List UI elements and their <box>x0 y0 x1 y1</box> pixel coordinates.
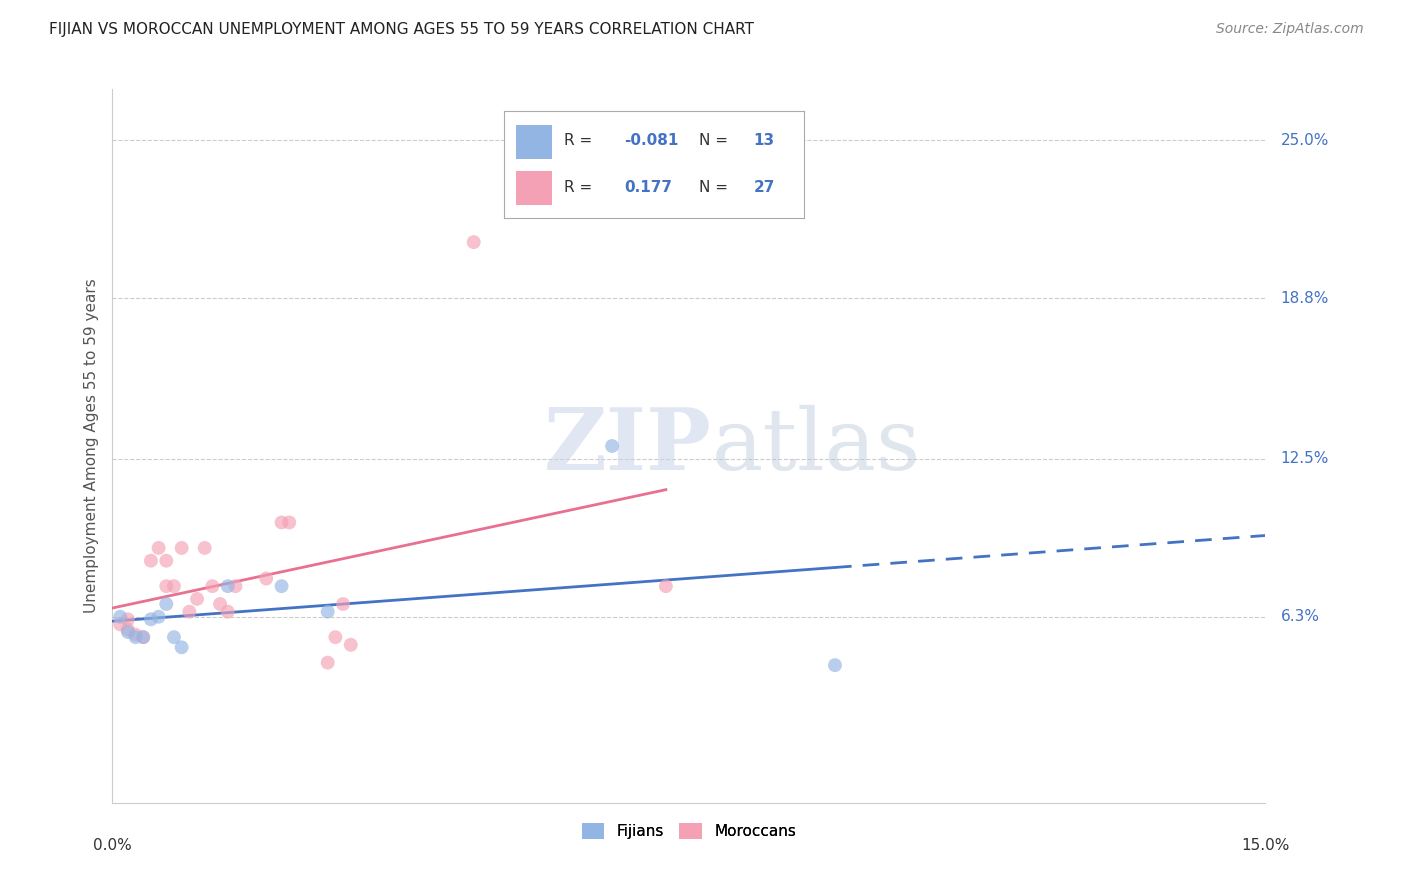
Point <box>132 630 155 644</box>
Point <box>463 235 485 249</box>
Point <box>148 541 170 555</box>
Point <box>117 623 139 637</box>
Point <box>186 591 208 606</box>
Point <box>117 612 139 626</box>
Point <box>224 579 246 593</box>
Point <box>824 658 846 673</box>
Point <box>163 579 186 593</box>
Point <box>155 554 177 568</box>
Point <box>332 597 354 611</box>
Text: Source: ZipAtlas.com: Source: ZipAtlas.com <box>1216 22 1364 37</box>
Point <box>170 640 193 655</box>
Text: atlas: atlas <box>711 404 921 488</box>
Point <box>316 605 339 619</box>
Point <box>148 609 170 624</box>
Point <box>124 627 146 641</box>
Point <box>163 630 186 644</box>
Y-axis label: Unemployment Among Ages 55 to 59 years: Unemployment Among Ages 55 to 59 years <box>83 278 98 614</box>
Point <box>117 625 139 640</box>
Point <box>108 617 131 632</box>
Point <box>270 579 292 593</box>
Point <box>170 541 193 555</box>
Point <box>139 554 162 568</box>
Point <box>270 516 292 530</box>
Point <box>254 572 277 586</box>
Point <box>179 605 201 619</box>
Text: 18.8%: 18.8% <box>1281 291 1329 306</box>
Point <box>155 579 177 593</box>
Point <box>108 609 131 624</box>
Text: 0.0%: 0.0% <box>93 838 132 854</box>
Text: 6.3%: 6.3% <box>1281 609 1320 624</box>
Point <box>132 630 155 644</box>
Text: ZIP: ZIP <box>544 404 711 488</box>
Point <box>155 597 177 611</box>
Point <box>655 579 678 593</box>
Point <box>600 439 623 453</box>
Point <box>278 516 301 530</box>
Text: 12.5%: 12.5% <box>1281 451 1329 467</box>
Point <box>194 541 217 555</box>
Point <box>124 630 146 644</box>
Point <box>325 630 347 644</box>
Text: 15.0%: 15.0% <box>1241 838 1289 854</box>
Point <box>139 612 162 626</box>
Legend: Fijians, Moroccans: Fijians, Moroccans <box>575 817 803 845</box>
Point <box>217 605 239 619</box>
Text: 25.0%: 25.0% <box>1281 133 1329 148</box>
Point <box>209 597 232 611</box>
Point <box>201 579 224 593</box>
Point <box>217 579 239 593</box>
Point <box>339 638 361 652</box>
Text: FIJIAN VS MOROCCAN UNEMPLOYMENT AMONG AGES 55 TO 59 YEARS CORRELATION CHART: FIJIAN VS MOROCCAN UNEMPLOYMENT AMONG AG… <box>49 22 754 37</box>
Point <box>316 656 339 670</box>
